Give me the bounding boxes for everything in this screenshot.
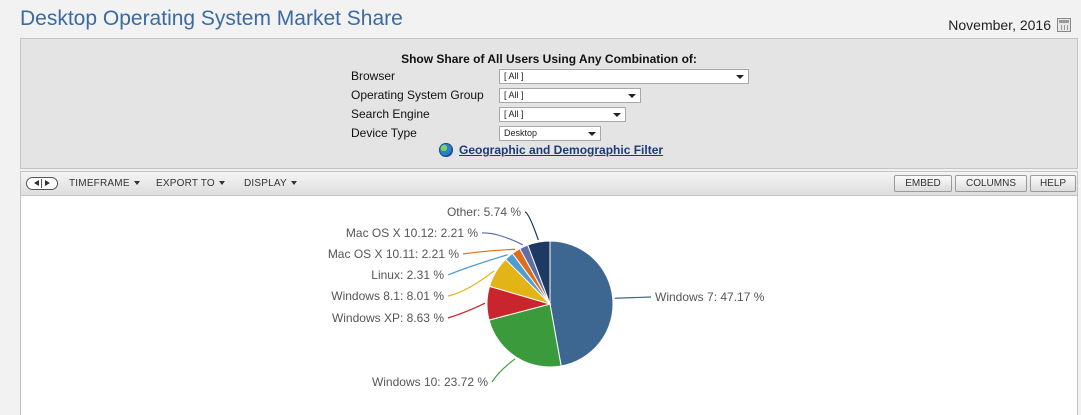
pie-label: Linux: 2.31 % — [371, 268, 444, 282]
pie-label: Windows XP: 8.63 % — [332, 311, 444, 325]
date-selector[interactable]: November, 2016 — [948, 17, 1071, 33]
device-type-label: Device Type — [351, 126, 417, 140]
toggle-divider — [41, 179, 42, 188]
globe-icon — [439, 143, 453, 157]
export-menu[interactable]: EXPORT TO — [156, 178, 225, 189]
export-menu-label: EXPORT TO — [156, 178, 215, 189]
pie-label: Mac OS X 10.11: 2.21 % — [328, 247, 460, 261]
prev-next-toggle[interactable] — [26, 177, 58, 190]
pie-connector — [462, 248, 516, 255]
pie-slice-windows-10[interactable] — [488, 303, 562, 368]
chevron-down-icon — [613, 113, 621, 117]
pie-chart: Windows 7: 47.17 % Windows 10: 23.72 % Win… — [328, 205, 765, 389]
pie-connector — [614, 296, 652, 299]
pie-connector — [481, 232, 524, 246]
browser-select[interactable]: [ All ] — [499, 69, 749, 84]
pie-label: Windows 7: 47.17 % — [655, 290, 765, 304]
pie-connector — [447, 270, 495, 297]
pie-label: Other: 5.74 % — [447, 205, 521, 219]
os-group-label: Operating System Group — [351, 88, 484, 102]
chevron-down-icon — [588, 132, 596, 136]
os-group-select[interactable]: [ All ] — [499, 88, 641, 103]
browser-label: Browser — [351, 69, 396, 83]
calendar-icon[interactable] — [1057, 18, 1071, 32]
pie-label: Mac OS X 10.12: 2.21 % — [346, 226, 478, 240]
geo-filter-link[interactable]: Geographic and Demographic Filter — [459, 143, 664, 157]
timeframe-menu[interactable]: TIMEFRAME — [69, 178, 140, 189]
current-date: November, 2016 — [948, 17, 1051, 33]
arrow-left-icon[interactable] — [34, 180, 39, 186]
timeframe-menu-label: TIMEFRAME — [69, 178, 130, 189]
device-type-select[interactable]: Desktop — [499, 126, 601, 141]
chevron-down-icon — [628, 94, 636, 98]
caret-down-icon — [218, 181, 225, 185]
arrow-right-icon[interactable] — [45, 180, 50, 186]
help-button[interactable]: HELP — [1030, 175, 1076, 192]
geo-filter[interactable]: Geographic and Demographic Filter — [439, 143, 663, 157]
search-engine-label: Search Engine — [351, 107, 430, 121]
columns-button[interactable]: COLUMNS — [955, 175, 1027, 192]
filter-heading: Show Share of All Users Using Any Combin… — [401, 52, 697, 66]
search-engine-select-value: [ All ] — [504, 109, 524, 119]
pie-label: Windows 8.1: 8.01 % — [331, 289, 444, 303]
filter-panel: Show Share of All Users Using Any Combin… — [20, 38, 1078, 169]
pie-connector — [447, 302, 486, 319]
pie-connector — [491, 358, 516, 383]
pie-slice-other[interactable] — [527, 240, 551, 305]
browser-select-value: [ All ] — [504, 71, 524, 81]
device-type-select-value: Desktop — [504, 128, 538, 138]
chevron-down-icon — [736, 75, 744, 79]
display-menu-label: DISPLAY — [244, 178, 287, 189]
pie-slice-windows-7[interactable] — [549, 240, 614, 367]
caret-down-icon — [290, 181, 297, 185]
caret-down-icon — [133, 181, 140, 185]
pie-connector — [524, 211, 539, 241]
display-menu[interactable]: DISPLAY — [244, 178, 297, 189]
search-engine-select[interactable]: [ All ] — [499, 107, 626, 122]
embed-button[interactable]: EMBED — [894, 175, 952, 192]
pie-connector — [447, 254, 508, 276]
chart-area: Windows 7: 47.17 % Windows 10: 23.72 % Win… — [20, 196, 1078, 415]
pie-label: Windows 10: 23.72 % — [372, 375, 488, 389]
toolbar: TIMEFRAME EXPORT TO DISPLAY EMBED COLUMN… — [20, 171, 1078, 196]
page-title: Desktop Operating System Market Share — [20, 7, 403, 30]
os-group-select-value: [ All ] — [504, 90, 524, 100]
